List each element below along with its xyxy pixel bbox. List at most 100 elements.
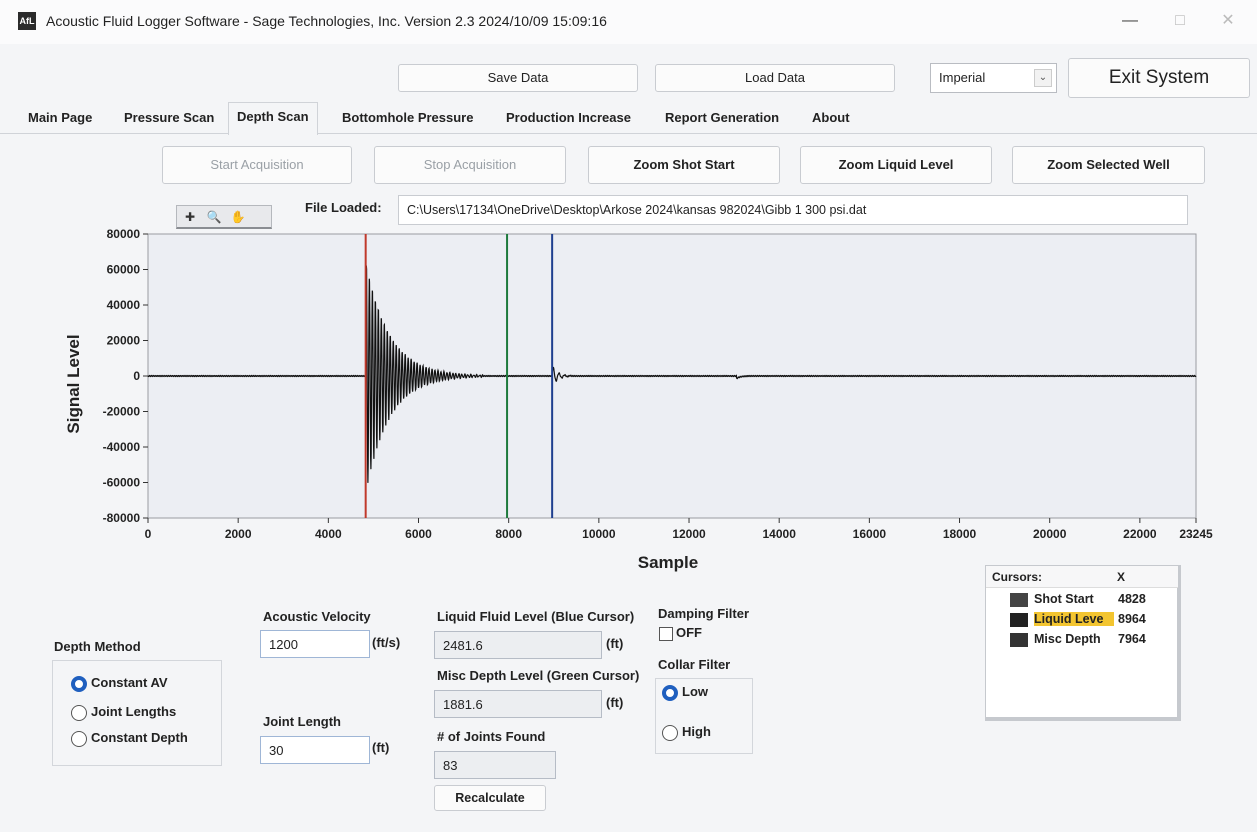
damping-filter-label: Damping Filter bbox=[658, 606, 750, 621]
y-tick-label: -80000 bbox=[103, 511, 141, 525]
y-tick-label: 20000 bbox=[107, 334, 141, 348]
cursor-name: Liquid Leve bbox=[1034, 612, 1114, 626]
graph-toolbar: ✚ 🔍 ✋ bbox=[176, 205, 272, 229]
signal-chart-svg: 800006000040000200000-20000-40000-60000-… bbox=[103, 227, 1213, 541]
cursors-panel[interactable]: Cursors: X Shot Start 4828 Liquid Leve 8… bbox=[985, 565, 1181, 721]
units-select[interactable]: Imperial ⌄ bbox=[930, 63, 1057, 93]
x-tick-label: 0 bbox=[145, 527, 152, 541]
x-axis-label: Sample bbox=[637, 553, 699, 572]
y-tick-label: 0 bbox=[133, 369, 140, 383]
y-tick-label: 40000 bbox=[107, 298, 141, 312]
misc-depth-label: Misc Depth Level (Green Cursor) bbox=[437, 668, 640, 683]
close-icon[interactable]: ✕ bbox=[1221, 12, 1235, 29]
units-select-value: Imperial bbox=[939, 70, 986, 85]
joints-found-value: 83 bbox=[443, 758, 458, 773]
cursor-name: Misc Depth bbox=[1034, 632, 1101, 646]
file-loaded-label: File Loaded: bbox=[305, 200, 382, 215]
cursor-row-misc-depth[interactable]: Misc Depth 7964 bbox=[1006, 630, 1176, 650]
crosshair-icon[interactable]: ✚ bbox=[184, 210, 196, 224]
radio-collar-high[interactable] bbox=[662, 725, 678, 741]
cursors-header: Cursors: X bbox=[986, 566, 1178, 588]
tab-bar: Main Page Pressure Scan Depth Scan Botto… bbox=[0, 100, 1257, 135]
misc-depth-unit: (ft) bbox=[606, 695, 624, 710]
damping-filter-state: OFF bbox=[676, 625, 702, 640]
x-tick-label: 2000 bbox=[225, 527, 252, 541]
liquid-level-unit: (ft) bbox=[606, 636, 624, 651]
radio-joint-lengths[interactable] bbox=[71, 705, 87, 721]
radio-constant-depth[interactable] bbox=[71, 731, 87, 747]
tab-production-increase[interactable]: Production Increase bbox=[506, 110, 631, 125]
tab-main-page[interactable]: Main Page bbox=[28, 110, 93, 125]
cursor-row-shot-start[interactable]: Shot Start 4828 bbox=[1006, 590, 1176, 610]
cursors-header-x: X bbox=[1117, 570, 1126, 584]
liquid-level-field: 2481.6 bbox=[434, 631, 602, 659]
zoom-liquid-level-button[interactable]: Zoom Liquid Level bbox=[800, 146, 992, 184]
pan-hand-icon[interactable]: ✋ bbox=[230, 210, 246, 224]
cursor-x: 4828 bbox=[1118, 592, 1146, 606]
zoom-icon[interactable]: 🔍 bbox=[206, 210, 222, 224]
depth-method-label: Depth Method bbox=[54, 639, 141, 654]
file-path-field: C:\Users\17134\OneDrive\Desktop\Arkose 2… bbox=[398, 195, 1188, 225]
cursor-swatch bbox=[1010, 633, 1028, 647]
x-tick-label: 8000 bbox=[495, 527, 522, 541]
x-tick-label: 18000 bbox=[943, 527, 977, 541]
zoom-shot-start-button[interactable]: Zoom Shot Start bbox=[588, 146, 780, 184]
radio-collar-low[interactable] bbox=[662, 685, 678, 701]
save-data-button[interactable]: Save Data bbox=[398, 64, 638, 92]
tab-about[interactable]: About bbox=[812, 110, 850, 125]
joint-length-input[interactable]: 30 bbox=[260, 736, 370, 764]
misc-depth-value: 1881.6 bbox=[443, 697, 483, 712]
y-tick-label: 80000 bbox=[107, 227, 141, 241]
radio-constant-av-label: Constant AV bbox=[91, 675, 168, 690]
collar-filter-group: Low High bbox=[655, 678, 753, 754]
x-tick-label: 16000 bbox=[853, 527, 887, 541]
radio-collar-low-label: Low bbox=[682, 684, 708, 699]
chevron-down-icon[interactable]: ⌄ bbox=[1034, 69, 1052, 87]
zoom-selected-well-button[interactable]: Zoom Selected Well bbox=[1012, 146, 1205, 184]
x-tick-label: 22000 bbox=[1123, 527, 1157, 541]
tab-bottomhole-pressure[interactable]: Bottomhole Pressure bbox=[342, 110, 474, 125]
x-tick-label: 23245 bbox=[1179, 527, 1213, 541]
y-tick-label: -40000 bbox=[103, 440, 141, 454]
x-tick-label: 4000 bbox=[315, 527, 342, 541]
cursors-header-name: Cursors: bbox=[992, 570, 1043, 584]
joint-length-unit: (ft) bbox=[372, 740, 390, 755]
acoustic-velocity-input[interactable]: 1200 bbox=[260, 630, 370, 658]
joint-length-value: 30 bbox=[269, 743, 284, 758]
y-axis-label: Signal Level bbox=[64, 334, 83, 434]
radio-constant-depth-label: Constant Depth bbox=[91, 730, 188, 745]
radio-collar-high-label: High bbox=[682, 724, 711, 739]
recalculate-button[interactable]: Recalculate bbox=[434, 785, 546, 811]
depth-method-group: Constant AV Joint Lengths Constant Depth bbox=[52, 660, 222, 766]
tab-pressure-scan[interactable]: Pressure Scan bbox=[124, 110, 215, 125]
x-tick-label: 6000 bbox=[405, 527, 432, 541]
minimize-icon[interactable]: — bbox=[1122, 12, 1138, 29]
tab-report-generation[interactable]: Report Generation bbox=[665, 110, 780, 125]
signal-chart[interactable]: 80000 60000 40000 20000 0 -20000 -40000 -60000-… bbox=[60, 222, 1220, 582]
cursor-swatch bbox=[1010, 593, 1028, 607]
window-title: Acoustic Fluid Logger Software - Sage Te… bbox=[46, 13, 607, 29]
joints-found-field: 83 bbox=[434, 751, 556, 779]
x-tick-label: 12000 bbox=[672, 527, 706, 541]
title-bar: AfL Acoustic Fluid Logger Software - Sag… bbox=[0, 0, 1257, 44]
joints-found-label: # of Joints Found bbox=[437, 729, 546, 744]
x-tick-label: 20000 bbox=[1033, 527, 1067, 541]
cursor-x: 7964 bbox=[1118, 632, 1146, 646]
damping-filter-checkbox[interactable] bbox=[659, 627, 673, 641]
cursor-row-liquid-level[interactable]: Liquid Leve 8964 bbox=[1006, 610, 1176, 630]
radio-constant-av[interactable] bbox=[71, 676, 87, 692]
exit-system-button[interactable]: Exit System bbox=[1068, 58, 1250, 98]
signal-series bbox=[147, 265, 1197, 483]
cursor-swatch bbox=[1010, 613, 1028, 627]
maximize-icon[interactable]: □ bbox=[1175, 12, 1185, 29]
x-tick-label: 14000 bbox=[763, 527, 797, 541]
y-tick-label: 60000 bbox=[107, 263, 141, 277]
stop-acquisition-button[interactable]: Stop Acquisition bbox=[374, 146, 566, 184]
acoustic-velocity-unit: (ft/s) bbox=[372, 635, 401, 650]
tab-depth-scan[interactable]: Depth Scan bbox=[228, 102, 318, 135]
acoustic-velocity-value: 1200 bbox=[269, 637, 298, 652]
load-data-button[interactable]: Load Data bbox=[655, 64, 895, 92]
start-acquisition-button[interactable]: Start Acquisition bbox=[162, 146, 352, 184]
liquid-level-value: 2481.6 bbox=[443, 638, 483, 653]
cursor-name: Shot Start bbox=[1034, 592, 1094, 606]
